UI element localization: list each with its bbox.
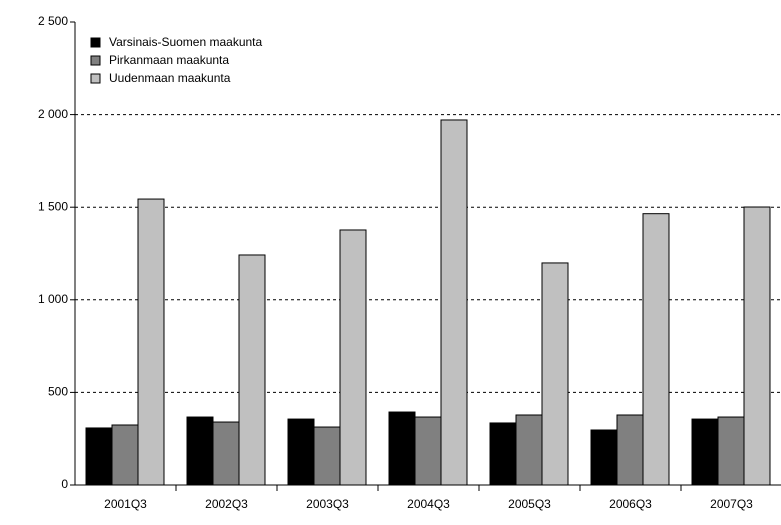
y-tick-label: 2 500 [38, 14, 68, 28]
bar [414, 416, 442, 486]
bar [541, 262, 569, 486]
bar [717, 416, 745, 486]
x-tick-label: 2005Q3 [508, 497, 551, 511]
legend-swatch [90, 55, 101, 66]
bar [313, 426, 341, 486]
x-tick-label: 2003Q3 [306, 497, 349, 511]
bar [85, 427, 113, 486]
legend-label: Uudenmaan maakunta [109, 71, 231, 85]
bar [743, 206, 771, 486]
bar [186, 416, 214, 486]
bar [616, 414, 644, 486]
legend-swatch [90, 37, 101, 48]
bar [388, 411, 416, 486]
bar [691, 418, 719, 486]
y-tick-label: 1 500 [38, 199, 68, 213]
legend-label: Varsinais-Suomen maakunta [109, 35, 263, 49]
legend-label: Pirkanmaan maakunta [109, 53, 229, 67]
bar [137, 198, 165, 486]
bar [515, 414, 543, 486]
x-tick-label: 2002Q3 [205, 497, 248, 511]
legend: Varsinais-Suomen maakunta Pirkanmaan maak… [90, 35, 263, 85]
y-tick-label: 0 [61, 477, 68, 491]
legend-swatch [90, 73, 101, 84]
bar [111, 424, 139, 486]
bar [339, 229, 367, 486]
x-tick-label: 2007Q3 [710, 497, 753, 511]
bar [489, 422, 517, 486]
bar [440, 119, 468, 486]
bar [238, 254, 266, 486]
x-tick-label: 2006Q3 [609, 497, 652, 511]
bar [212, 421, 240, 486]
bar [287, 418, 315, 486]
bar [642, 213, 670, 486]
x-tick-label: 2001Q3 [104, 497, 147, 511]
y-tick-label: 2 000 [38, 107, 68, 121]
y-tick-label: 1 000 [38, 292, 68, 306]
bar [590, 429, 618, 486]
x-tick-label: 2004Q3 [407, 497, 450, 511]
y-tick-label: 500 [48, 385, 68, 399]
